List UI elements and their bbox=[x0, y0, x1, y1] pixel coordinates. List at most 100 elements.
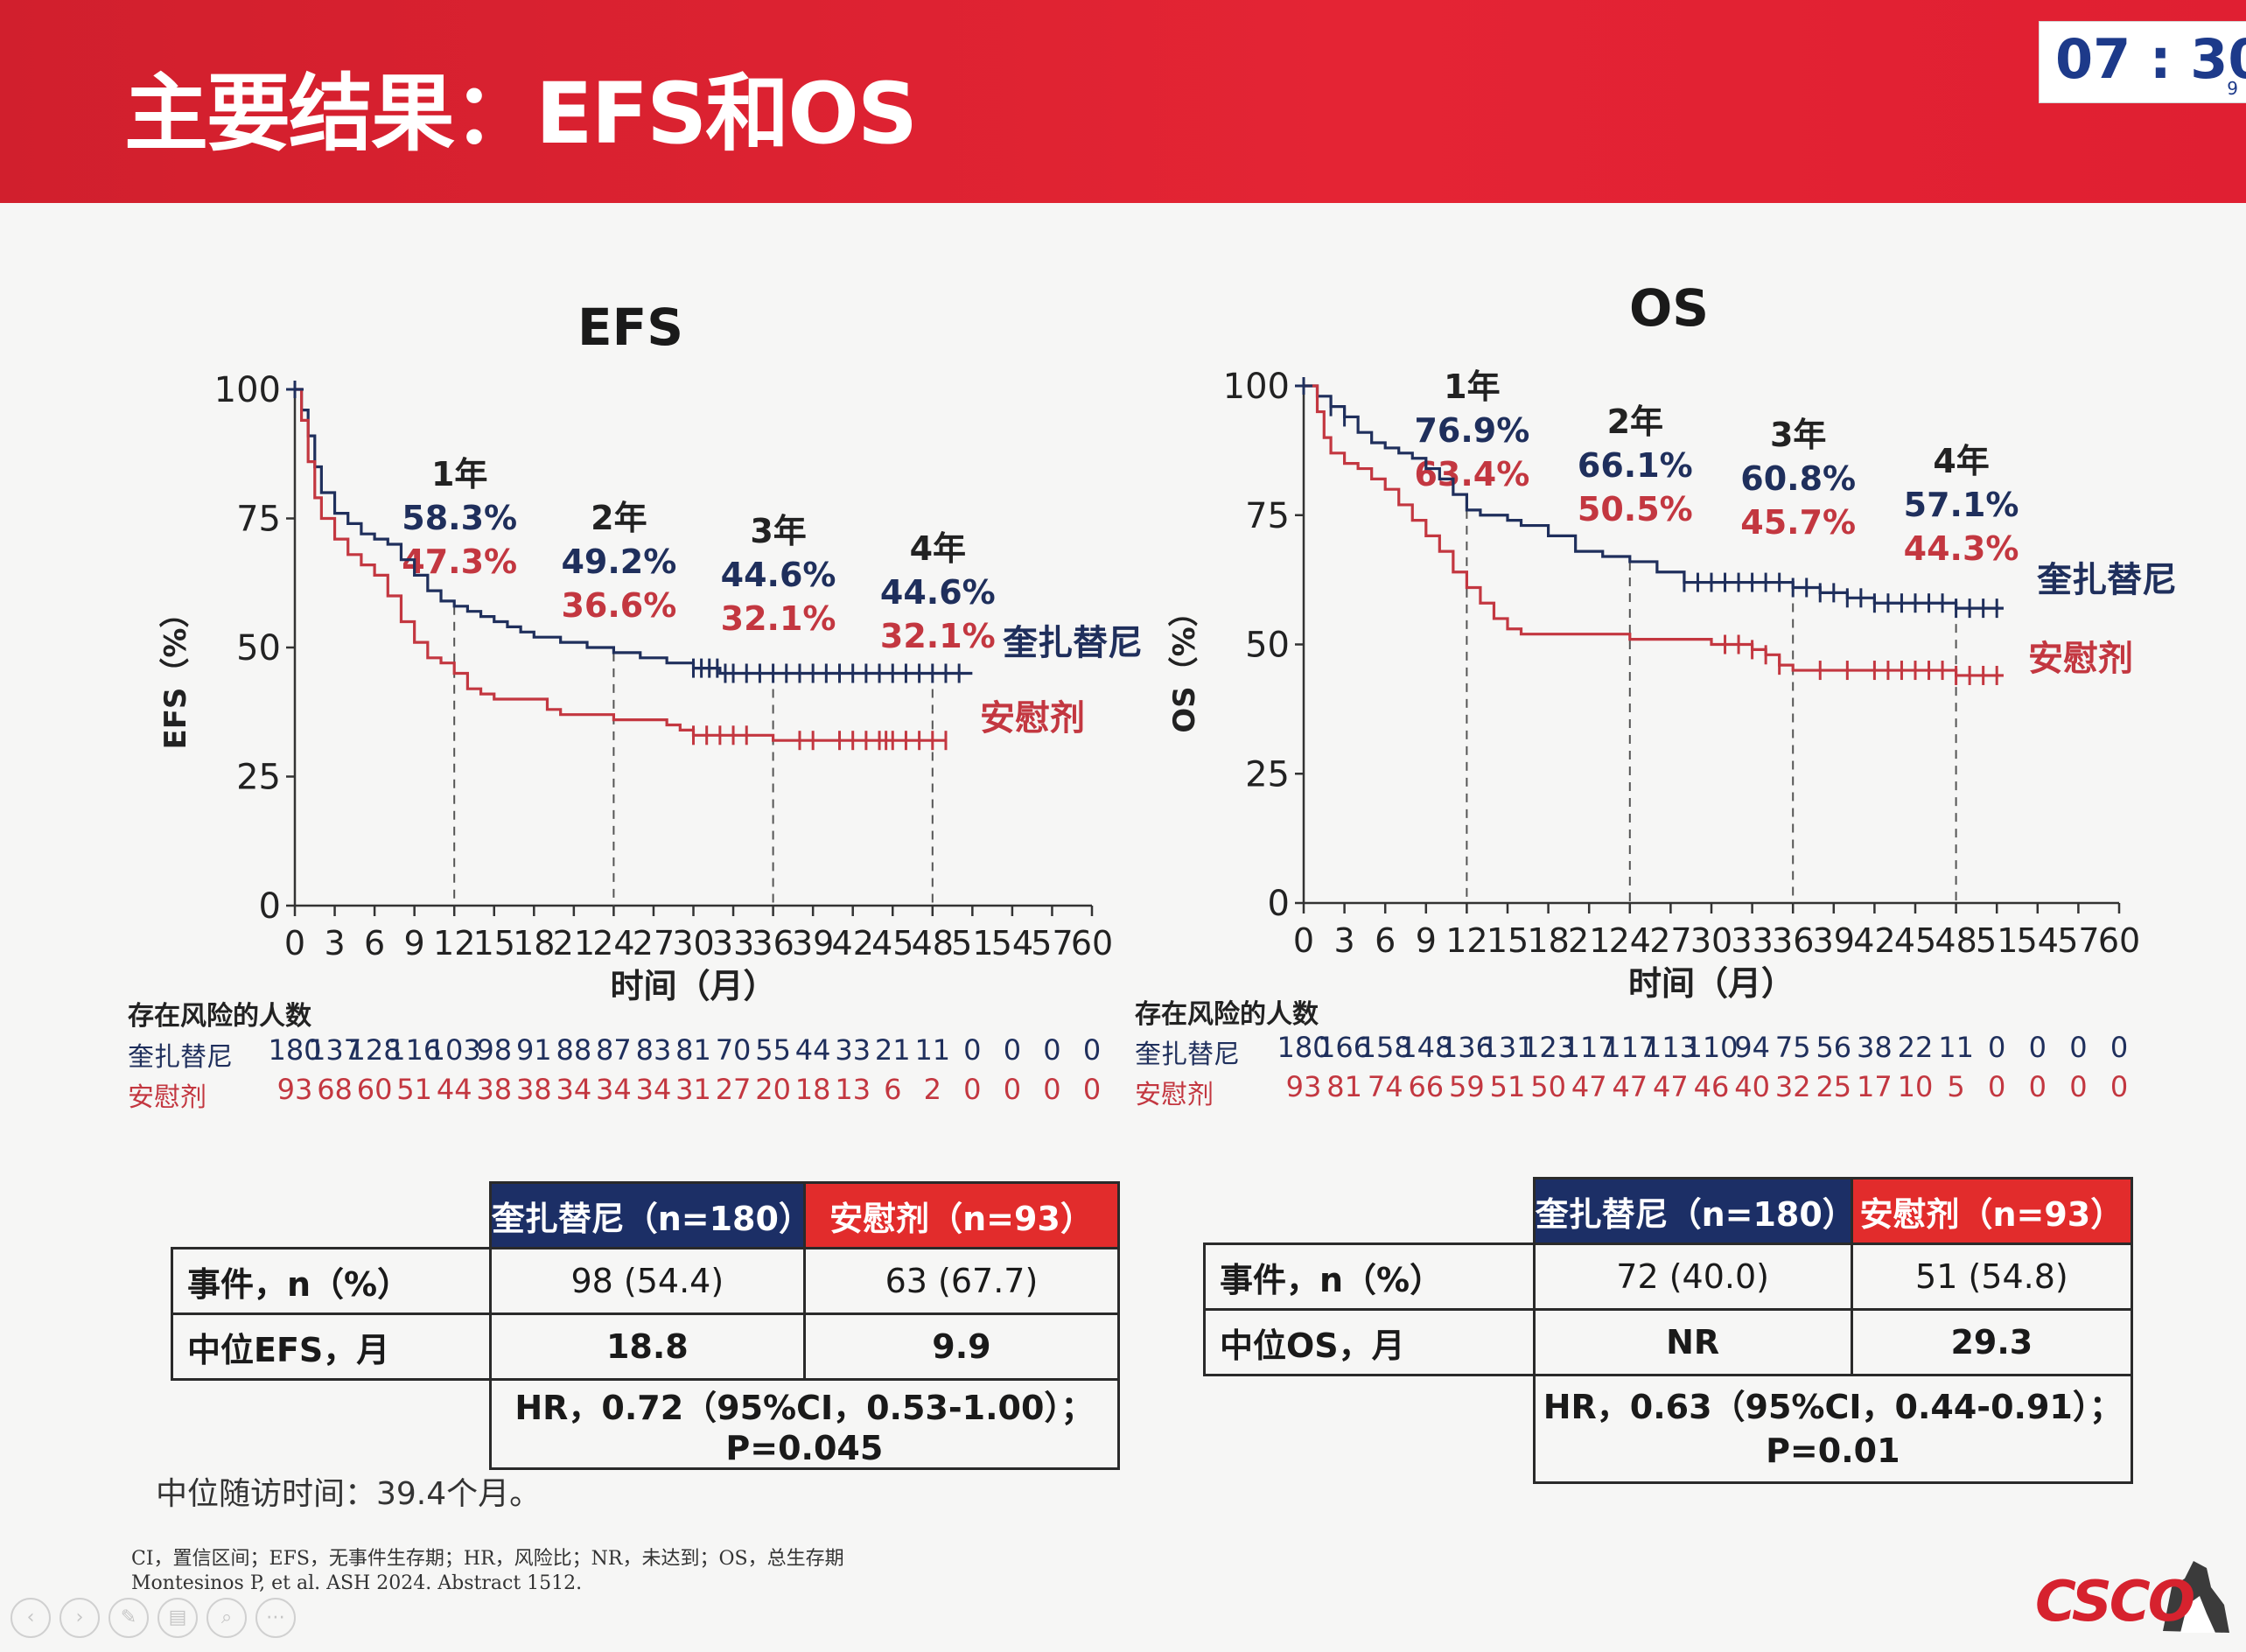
efs-risk-count-quizartinib: 44 bbox=[795, 1033, 831, 1067]
os-risk-count-placebo: 47 bbox=[1653, 1070, 1689, 1103]
efs-x-tick-label: 54 bbox=[991, 924, 1033, 962]
os-milestone-value-quizartinib: 57.1% bbox=[1904, 486, 2019, 524]
os-milestone-value-placebo: 63.4% bbox=[1414, 455, 1529, 494]
os-y-tick-label: 0 bbox=[1268, 884, 1290, 924]
title-bar: 主要结果：EFS和OS bbox=[0, 0, 2246, 203]
os-milestone-year: 3年 bbox=[1770, 416, 1826, 454]
previous-icon[interactable]: ‹ bbox=[10, 1598, 51, 1638]
efs-risk-count-placebo: 60 bbox=[357, 1073, 393, 1106]
os-x-tick-label: 42 bbox=[1853, 921, 1895, 960]
os-x-tick-label: 24 bbox=[1609, 921, 1651, 960]
efs-risk-count-quizartinib: 0 bbox=[1043, 1033, 1060, 1067]
os-risk-count-placebo: 59 bbox=[1449, 1070, 1485, 1103]
efs-chart-title: EFS bbox=[577, 298, 684, 357]
os-x-tick-label: 30 bbox=[1690, 921, 1732, 960]
abbreviations-footnote: CI，置信区间；EFS，无事件生存期；HR，风险比；NR，未达到；OS，总生存期 bbox=[131, 1548, 844, 1570]
efs-x-tick-label: 18 bbox=[513, 924, 555, 962]
more-icon[interactable]: ⋯ bbox=[255, 1598, 296, 1638]
os-risk-count-quizartinib: 158 bbox=[1359, 1031, 1412, 1064]
os-risk-heading: 存在风险的人数 bbox=[1135, 999, 1319, 1030]
os-risk-count-quizartinib: 166 bbox=[1318, 1031, 1371, 1064]
os-x-tick-label: 45 bbox=[1894, 921, 1936, 960]
efs-risk-count-quizartinib: 83 bbox=[636, 1033, 672, 1067]
os-risk-count-quizartinib: 0 bbox=[1988, 1031, 2005, 1064]
table-corner bbox=[172, 1183, 491, 1249]
efs-milestone-value-placebo: 36.6% bbox=[561, 586, 676, 625]
efs-risk-count-placebo: 6 bbox=[884, 1073, 901, 1106]
os-x-tick-label: 0 bbox=[1293, 921, 1314, 960]
efs-risk-count-quizartinib: 0 bbox=[1004, 1033, 1021, 1067]
efs-events-placebo: 63 (67.7) bbox=[802, 1247, 1121, 1315]
table-corner bbox=[1205, 1179, 1535, 1244]
os-header-quizartinib: 奎扎替尼（n=180） bbox=[1532, 1177, 1856, 1245]
os-median-quizartinib: NR bbox=[1532, 1308, 1853, 1376]
efs-header-placebo: 安慰剂（n=93） bbox=[802, 1181, 1121, 1250]
efs-x-tick-label: 42 bbox=[832, 924, 874, 962]
efs-risk-count-placebo: 51 bbox=[396, 1073, 432, 1106]
os-risk-count-placebo: 66 bbox=[1408, 1070, 1444, 1103]
os-risk-count-quizartinib: 131 bbox=[1480, 1031, 1534, 1064]
os-x-tick-label: 39 bbox=[1813, 921, 1855, 960]
os-risk-count-placebo: 17 bbox=[1857, 1070, 1893, 1103]
efs-milestone-value-quizartinib: 44.6% bbox=[721, 556, 836, 594]
slides-icon[interactable]: ▤ bbox=[157, 1598, 198, 1638]
os-milestone-year: 1年 bbox=[1444, 368, 1500, 406]
os-y-tick-label: 75 bbox=[1245, 496, 1290, 536]
efs-risk-count-quizartinib: 137 bbox=[308, 1033, 361, 1067]
os-risk-count-quizartinib: 123 bbox=[1522, 1031, 1575, 1064]
os-milestone-year: 4年 bbox=[1933, 442, 1989, 480]
efs-x-tick-label: 27 bbox=[633, 924, 675, 962]
efs-risk-label-quizartinib: 奎扎替尼 bbox=[128, 1042, 233, 1073]
efs-risk-count-placebo: 20 bbox=[755, 1073, 791, 1106]
os-risk-count-quizartinib: 0 bbox=[2069, 1031, 2087, 1064]
os-risk-count-placebo: 32 bbox=[1775, 1070, 1811, 1103]
efs-hazard-ratio: HR，0.72（95%CI，0.53-1.00）；P=0.045 bbox=[488, 1378, 1121, 1470]
efs-x-tick-label: 3 bbox=[324, 924, 345, 962]
efs-legend-quizartinib: 奎扎替尼 bbox=[1003, 623, 1143, 663]
efs-risk-label-placebo: 安慰剂 bbox=[128, 1082, 206, 1113]
efs-risk-count-placebo: 0 bbox=[1043, 1073, 1060, 1106]
timer-subscript: 9 bbox=[2227, 78, 2238, 99]
os-milestone-year: 2年 bbox=[1607, 402, 1663, 441]
efs-risk-count-placebo: 68 bbox=[317, 1073, 353, 1106]
os-risk-count-quizartinib: 180 bbox=[1277, 1031, 1330, 1064]
efs-risk-heading: 存在风险的人数 bbox=[128, 1001, 311, 1032]
efs-risk-count-quizartinib: 87 bbox=[596, 1033, 632, 1067]
os-x-tick-label: 18 bbox=[1527, 921, 1569, 960]
os-risk-count-quizartinib: 56 bbox=[1816, 1031, 1851, 1064]
os-legend-placebo: 安慰剂 bbox=[2028, 639, 2133, 679]
os-legend-quizartinib: 奎扎替尼 bbox=[2037, 560, 2177, 600]
efs-risk-count-quizartinib: 103 bbox=[428, 1033, 481, 1067]
next-icon[interactable]: › bbox=[59, 1598, 100, 1638]
efs-start-mark bbox=[286, 381, 304, 398]
os-risk-count-placebo: 0 bbox=[2029, 1070, 2047, 1103]
efs-x-tick-label: 24 bbox=[592, 924, 634, 962]
os-milestone-value-quizartinib: 66.1% bbox=[1578, 446, 1693, 485]
os-hazard-ratio: HR，0.63（95%CI，0.44-0.91）； P=0.01 bbox=[1532, 1374, 2134, 1484]
efs-x-tick-label: 0 bbox=[284, 924, 305, 962]
efs-risk-count-placebo: 34 bbox=[596, 1073, 632, 1106]
os-hr-line2: P=0.01 bbox=[1766, 1432, 1900, 1470]
efs-risk-count-quizartinib: 81 bbox=[675, 1033, 711, 1067]
efs-milestone-year: 3年 bbox=[750, 512, 806, 550]
os-y-tick-label: 25 bbox=[1245, 754, 1290, 794]
efs-risk-count-placebo: 18 bbox=[795, 1073, 831, 1106]
os-risk-label-placebo: 安慰剂 bbox=[1135, 1080, 1214, 1110]
efs-x-tick-label: 9 bbox=[404, 924, 425, 962]
zoom-icon[interactable]: ⌕ bbox=[206, 1598, 247, 1638]
os-risk-count-placebo: 51 bbox=[1490, 1070, 1526, 1103]
efs-median-label: 中位EFS，月 bbox=[171, 1312, 492, 1381]
slide-title: 主要结果：EFS和OS bbox=[124, 65, 918, 163]
os-hr-line1: HR，0.63（95%CI，0.44-0.91）； bbox=[1543, 1388, 2123, 1426]
os-x-tick-label: 15 bbox=[1487, 921, 1529, 960]
os-x-tick-label: 36 bbox=[1772, 921, 1814, 960]
os-median-placebo: 29.3 bbox=[1850, 1308, 2134, 1376]
efs-y-tick-label: 75 bbox=[236, 500, 281, 540]
os-risk-count-quizartinib: 38 bbox=[1857, 1031, 1893, 1064]
efs-risk-count-quizartinib: 98 bbox=[476, 1033, 512, 1067]
os-milestone-value-placebo: 50.5% bbox=[1578, 490, 1693, 528]
efs-risk-count-quizartinib: 11 bbox=[914, 1033, 950, 1067]
great-wall-icon bbox=[2163, 1561, 2229, 1633]
pen-icon[interactable]: ✎ bbox=[108, 1598, 149, 1638]
reference-footnote: Montesinos P, et al. ASH 2024. Abstract … bbox=[131, 1572, 583, 1594]
